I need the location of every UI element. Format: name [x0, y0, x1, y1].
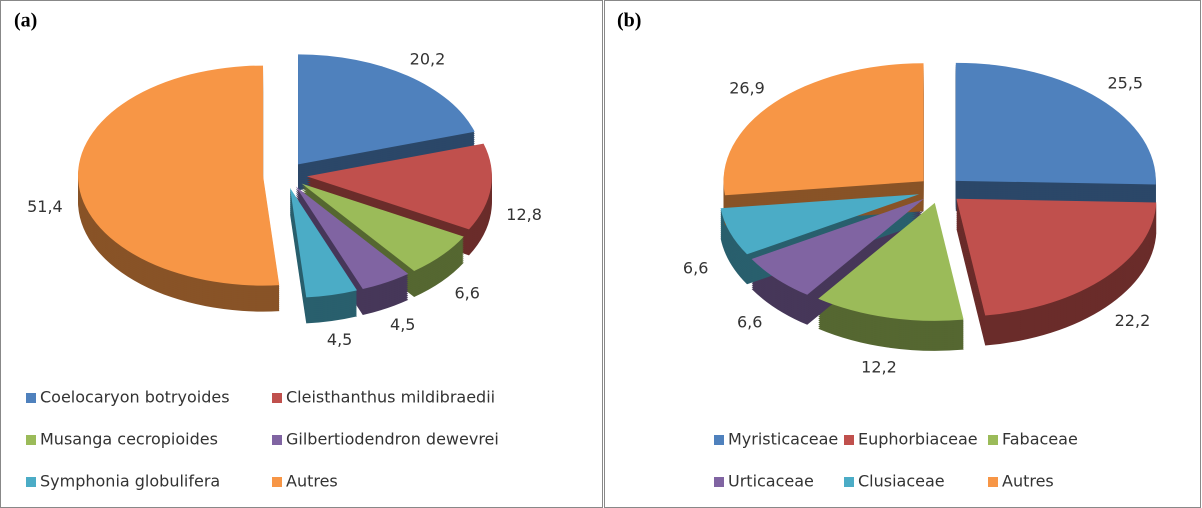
legend-swatch — [844, 435, 854, 445]
data-label: 4,5 — [390, 315, 415, 334]
legend-label: Gilbertiodendron dewevrei — [286, 430, 499, 449]
legend-label: Urticaceae — [728, 472, 814, 491]
legend-label: Symphonia globulifera — [40, 472, 220, 491]
legend-label: Autres — [286, 472, 338, 491]
slices — [720, 62, 1157, 321]
data-label: 12,8 — [506, 205, 542, 224]
legend-swatch — [988, 477, 998, 487]
slice — [290, 187, 358, 298]
legend-label: Cleisthanthus mildibraedii — [286, 388, 495, 407]
slices — [78, 54, 492, 298]
legend-swatch — [714, 477, 724, 487]
slice — [295, 186, 409, 290]
legend-label: Euphorbiaceae — [858, 430, 978, 449]
slice — [298, 54, 475, 165]
slice — [818, 202, 964, 321]
slice — [720, 194, 920, 255]
legend-swatch — [714, 435, 724, 445]
legend-label: Fabaceae — [1002, 430, 1078, 449]
legend-swatch — [26, 435, 36, 445]
data-label: 25,5 — [1107, 73, 1143, 92]
data-label: 26,9 — [729, 78, 765, 97]
slice — [306, 143, 492, 230]
legend-swatch — [272, 393, 282, 403]
chart-title: (a) — [14, 10, 37, 32]
data-label: 4,5 — [327, 330, 352, 349]
chart-title: (b) — [617, 10, 641, 32]
legend-swatch — [26, 393, 36, 403]
slice — [751, 198, 924, 295]
legend-label: Autres — [1002, 472, 1054, 491]
data-label: 20,2 — [410, 49, 446, 68]
legend-swatch — [272, 435, 282, 445]
data-label: 6,6 — [737, 312, 762, 331]
slice — [78, 65, 280, 286]
data-label: 51,4 — [27, 197, 63, 216]
data-label: 22,2 — [1115, 311, 1151, 330]
data-label: 6,6 — [683, 258, 708, 277]
legend-swatch — [272, 477, 282, 487]
legend-label: Myristicaceae — [728, 430, 838, 449]
slice — [955, 62, 1156, 185]
data-label: 12,2 — [861, 358, 897, 377]
slice — [956, 198, 1157, 316]
legend-label: Coelocaryon botryoides — [40, 388, 230, 407]
legend-label: Clusiaceae — [858, 472, 945, 491]
legend-swatch — [844, 477, 854, 487]
data-label: 6,6 — [455, 284, 480, 303]
slice — [301, 183, 464, 271]
slice — [723, 63, 924, 196]
legend-swatch — [26, 477, 36, 487]
legend-label: Musanga cecropioides — [40, 430, 218, 449]
legend-swatch — [988, 435, 998, 445]
